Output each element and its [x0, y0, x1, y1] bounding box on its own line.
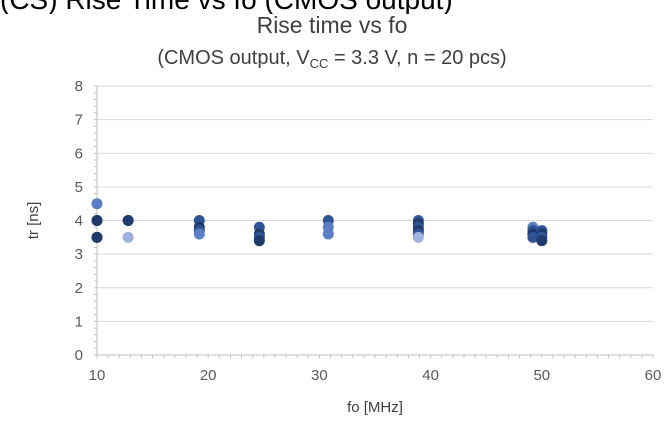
y-tick-label: 4 [75, 213, 83, 230]
cropped-page-heading: (CS) Rise Time vs fo (CMOS output) [0, 0, 664, 14]
data-point [322, 228, 334, 240]
x-tick-label: 10 [89, 367, 106, 384]
y-tick-label: 7 [75, 112, 83, 129]
chart-subtitle-suffix: = 3.3 V, n = 20 pcs) [328, 47, 507, 69]
chart-subtitle-prefix: (CMOS output, V [157, 47, 310, 69]
y-tick-label: 0 [75, 347, 83, 364]
data-point [412, 231, 424, 243]
x-axis-label: fo [MHz] [347, 399, 403, 416]
data-point [122, 215, 134, 226]
axes: 0 1 2 3 4 5 6 7 8 10 20 30 40 50 60 [75, 78, 662, 384]
x-tick-label: 60 [645, 367, 662, 384]
data-point [122, 231, 134, 243]
y-tick-label: 2 [75, 280, 83, 297]
data-point [193, 228, 205, 240]
y-tick-label: 1 [75, 313, 83, 330]
data-point [91, 231, 103, 243]
data-point [536, 235, 548, 247]
chart-subtitle: (CMOS output, VCC = 3.3 V, n = 20 pcs) [0, 47, 664, 71]
data-point [91, 215, 103, 226]
data-points [91, 198, 548, 247]
y-tick-label: 5 [75, 179, 83, 196]
y-tick-label: 6 [75, 145, 83, 162]
chart-title: Rise time vs fo [256, 12, 408, 38]
data-point [91, 198, 103, 210]
data-point [253, 235, 265, 247]
x-tick-label: 30 [311, 367, 328, 384]
x-tick-label: 20 [200, 367, 217, 384]
y-tick-label: 8 [75, 78, 83, 95]
chart-subtitle-subscript: CC [309, 56, 329, 71]
y-tick-label: 3 [75, 246, 83, 263]
x-tick-label: 40 [422, 367, 439, 384]
x-tick-label: 50 [533, 367, 550, 384]
axis-labels: fo [MHz] tr [ns] [25, 202, 403, 416]
y-axis-label: tr [ns] [25, 202, 42, 240]
gridlines [97, 85, 653, 322]
data-point [527, 231, 539, 243]
